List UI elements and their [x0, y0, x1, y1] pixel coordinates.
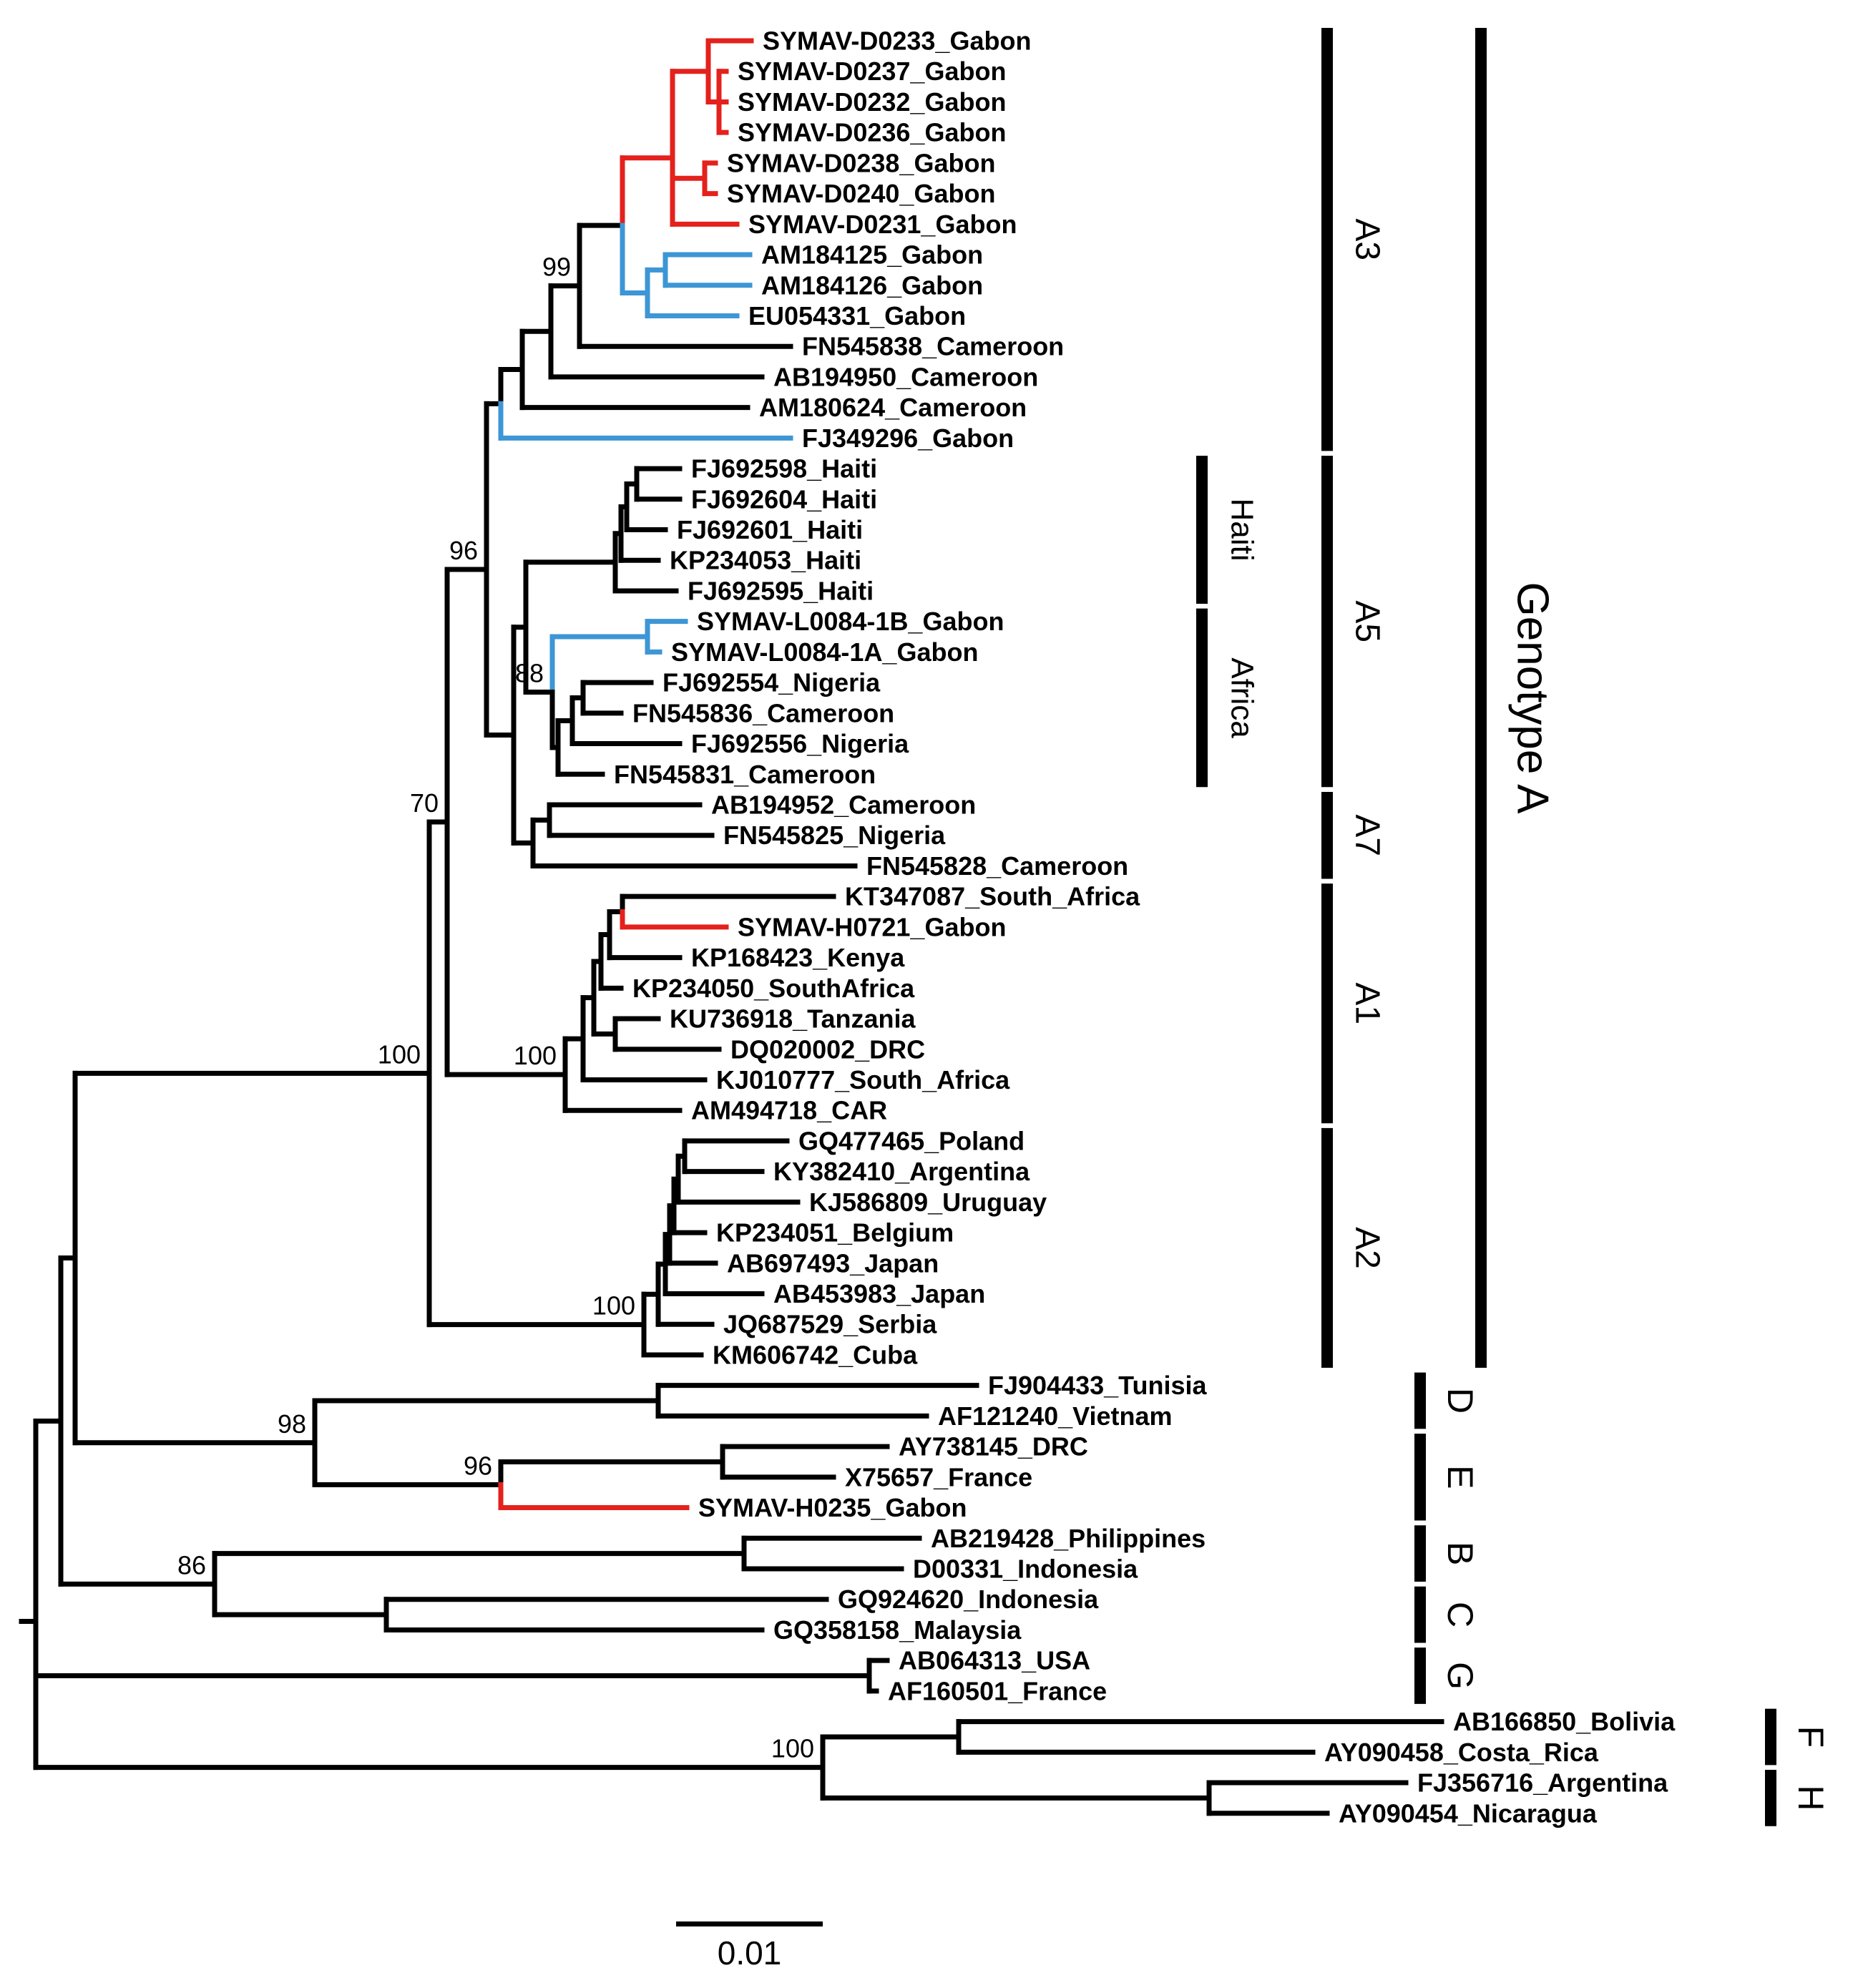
scale-bar: 0.01: [676, 1921, 823, 1972]
taxon-label: AY090454_Nicaragua: [1339, 1798, 1598, 1828]
taxon-label: AB697493_Japan: [727, 1248, 939, 1278]
taxon-label: KP234050_SouthAfrica: [632, 974, 915, 1003]
taxon-label: KM606742_Cuba: [713, 1340, 918, 1369]
bootstrap-value: 100: [514, 1041, 557, 1070]
taxon-label: FJ692554_Nigeria: [662, 668, 881, 697]
taxon-label: AB194950_Cameroon: [773, 362, 1038, 391]
taxon-label: AM494718_CAR: [691, 1096, 887, 1125]
taxon-label: KJ010777_South_Africa: [716, 1065, 1010, 1095]
taxon-label: KJ586809_Uruguay: [809, 1188, 1047, 1217]
bootstrap-value: 99: [542, 253, 571, 282]
taxon-label: AB064313_USA: [899, 1646, 1090, 1675]
clade-bar-label: C: [1440, 1602, 1480, 1627]
taxon-label: AB194952_Cameroon: [711, 790, 976, 820]
clade-bar-label: A2: [1349, 1227, 1387, 1269]
scale-bar-line: [676, 1921, 823, 1926]
taxon-label: AF121240_Vietnam: [938, 1401, 1173, 1431]
bootstrap-value: 100: [592, 1291, 635, 1321]
taxon-label: KU736918_Tanzania: [670, 1004, 916, 1034]
bootstrap-value: 86: [177, 1550, 206, 1580]
taxon-label: SYMAV-D0236_Gabon: [738, 118, 1006, 147]
clade-bar-label: H: [1791, 1785, 1831, 1811]
taxon-label: KY382410_Argentina: [773, 1157, 1030, 1186]
bootstrap-value: 88: [515, 658, 544, 687]
taxon-label: AM180624_Cameroon: [759, 393, 1027, 422]
taxon-label: AB219428_Philippines: [931, 1524, 1206, 1553]
bootstrap-value: 96: [449, 536, 478, 565]
taxon-label: FJ349296_Gabon: [802, 423, 1014, 453]
taxon-label: AM184126_Gabon: [761, 270, 983, 300]
clade-bar-label: A5: [1349, 600, 1387, 642]
taxon-label: FJ692595_Haiti: [688, 576, 874, 605]
taxon-label: FJ692604_Haiti: [691, 484, 877, 514]
taxon-label: GQ358158_Malaysia: [773, 1615, 1022, 1645]
clade-bar-label: Haiti: [1225, 499, 1260, 562]
clade-bar-label: B: [1440, 1542, 1480, 1565]
clade-bar-label: A1: [1349, 982, 1387, 1024]
taxon-label: SYMAV-D0237_Gabon: [738, 57, 1006, 86]
bootstrap-value: 96: [464, 1451, 492, 1481]
bootstrap-value: 98: [278, 1409, 306, 1439]
taxon-label: JQ687529_Serbia: [723, 1310, 937, 1339]
taxon-label: SYMAV-L0084-1B_Gabon: [697, 607, 1004, 636]
taxon-label: AY090458_Costa_Rica: [1324, 1738, 1599, 1767]
clade-bar-label: Africa: [1225, 657, 1260, 738]
taxon-label: FN545831_Cameroon: [614, 760, 876, 789]
taxon-label: FJ692598_Haiti: [691, 454, 877, 484]
taxon-label: FJ356716_Argentina: [1417, 1768, 1668, 1798]
taxon-label: X75657_France: [845, 1462, 1032, 1492]
taxon-label: SYMAV-D0233_Gabon: [763, 26, 1031, 56]
clade-bar-label: A3: [1349, 218, 1387, 260]
taxon-label: AB166850_Bolivia: [1453, 1707, 1676, 1736]
taxon-label: AF160501_France: [888, 1676, 1107, 1705]
clade-bar-label: F: [1791, 1726, 1831, 1748]
taxon-label: SYMAV-H0721_Gabon: [738, 912, 1006, 941]
taxon-label: GQ477465_Poland: [798, 1126, 1025, 1155]
taxon-label: KP234053_Haiti: [670, 546, 861, 575]
bootstrap-value: 100: [771, 1734, 814, 1763]
taxon-label: AY738145_DRC: [899, 1432, 1088, 1461]
taxon-label: SYMAV-D0240_Gabon: [727, 179, 995, 208]
taxon-label: KT347087_South_Africa: [845, 882, 1140, 911]
taxon-label: AM184125_Gabon: [761, 240, 983, 270]
taxon-label: FJ904433_Tunisia: [988, 1371, 1207, 1400]
taxon-label: FN545836_Cameroon: [632, 698, 894, 728]
taxon-label: EU054331_Gabon: [748, 301, 966, 330]
bootstrap-value: 70: [410, 788, 439, 818]
taxon-label: SYMAV-H0235_Gabon: [698, 1493, 967, 1522]
taxon-label: GQ924620_Indonesia: [838, 1585, 1099, 1614]
taxon-label: SYMAV-D0232_Gabon: [738, 87, 1006, 117]
taxon-label: D00331_Indonesia: [913, 1554, 1138, 1584]
taxon-label: SYMAV-L0084-1A_Gabon: [671, 637, 978, 667]
scale-bar-label: 0.01: [717, 1934, 782, 1972]
taxon-label: FJ692556_Nigeria: [691, 729, 909, 758]
bootstrap-value: 100: [378, 1039, 421, 1069]
taxon-label: AB453983_Japan: [773, 1279, 985, 1308]
taxon-label: FN545838_Cameroon: [802, 332, 1064, 361]
taxon-label: KP168423_Kenya: [691, 943, 905, 972]
taxon-label: SYMAV-D0231_Gabon: [748, 210, 1017, 239]
clade-bar-label: G: [1440, 1662, 1480, 1690]
taxon-label: DQ020002_DRC: [730, 1034, 925, 1064]
taxon-label: SYMAV-D0238_Gabon: [727, 148, 995, 177]
taxon-label: FJ692601_Haiti: [677, 515, 863, 544]
clade-bar-label: E: [1440, 1465, 1480, 1489]
taxon-label: FN545828_Cameroon: [866, 851, 1128, 881]
clade-bar-label: A7: [1349, 814, 1387, 856]
taxon-label: FN545825_Nigeria: [723, 821, 946, 850]
taxon-label: KP234051_Belgium: [716, 1218, 954, 1248]
clade-bar-label: D: [1440, 1388, 1480, 1414]
clade-bar-label: Genotype A: [1508, 582, 1558, 814]
